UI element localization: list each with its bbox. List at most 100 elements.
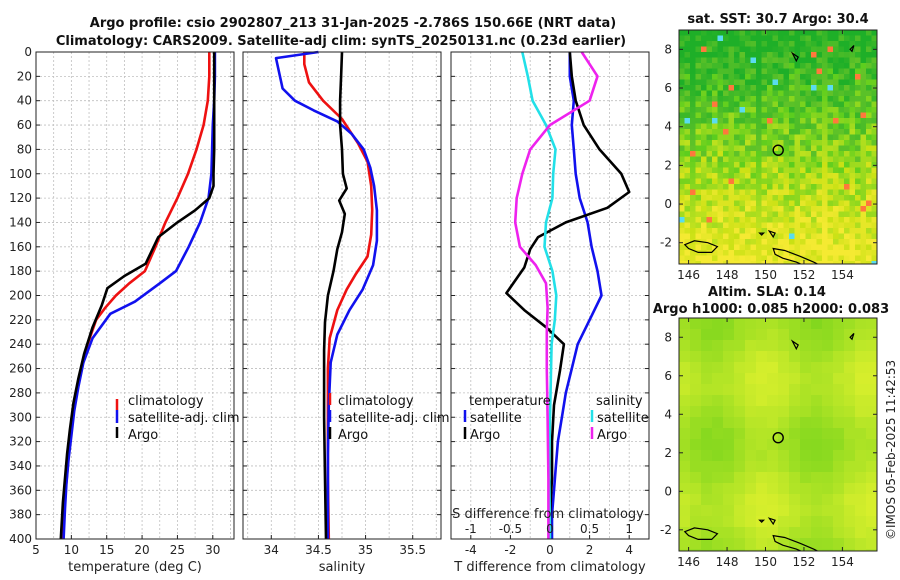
heatmap-cell [717,239,724,246]
heatmap-cell [717,195,724,202]
heatmap-cell [723,63,730,70]
heatmap-cell [778,57,785,64]
heatmap-cell [756,527,768,539]
heatmap-cell [822,195,829,202]
heatmap-cell [756,351,768,363]
heatmap-cell [767,255,774,262]
heatmap-cell [794,195,801,202]
heatmap-cell [844,373,856,385]
heatmap-cell [871,129,877,136]
heatmap-cell [772,118,779,125]
heatmap-cell [728,118,735,125]
heatmap-cell [827,145,834,152]
heatmap-cell [756,184,763,191]
heatmap-cell [690,178,697,185]
lat-tick-label: 2 [664,158,672,172]
heatmap-cell [695,85,702,92]
heatmap-cell [723,118,730,125]
heatmap-cell [761,250,768,257]
heatmap-cell [783,57,790,64]
heatmap-cell [723,417,735,429]
heatmap-cell [717,30,724,37]
heatmap-cell [734,68,741,75]
heatmap-cell [794,57,801,64]
heatmap-cell [811,107,818,114]
heatmap-cell [723,439,735,451]
heatmap-cell [750,206,757,213]
heatmap-cell [750,189,757,196]
heatmap-cell [761,85,768,92]
heatmap-cell [739,52,746,59]
heatmap-cell [728,30,735,37]
heatmap-cell [833,373,845,385]
island-outline [772,247,819,264]
heatmap-cell [827,96,834,103]
heatmap-cell [805,79,812,86]
heatmap-cell [860,63,867,70]
heatmap-cell [827,57,834,64]
heatmap-cell [816,112,823,119]
heatmap-cell [811,439,823,451]
heatmap-cell [684,200,691,207]
heatmap-cell [778,189,785,196]
heatmap-cell [739,156,746,163]
heatmap-cell [734,362,746,374]
depth-tick-label: 180 [9,264,32,278]
depth-tick-label: 300 [9,410,32,424]
heatmap-cell [816,156,823,163]
heatmap-cell [761,129,768,136]
heatmap-cell [860,57,867,64]
heatmap-cell [756,233,763,240]
heatmap-cell [690,250,697,257]
heatmap-cell [772,107,779,114]
island-outline [790,339,799,351]
heatmap-cell [783,250,790,257]
difference-lines [505,51,631,540]
heatmap-cell [745,239,752,246]
heatmap-cell [849,123,856,130]
heatmap-cell [833,261,840,264]
heatmap-cell [734,112,741,119]
heatmap-cell [712,395,724,407]
heatmap-cell [706,63,713,70]
heatmap-cell [849,57,856,64]
heatmap-cell [849,173,856,180]
heatmap-cell [761,162,768,169]
heatmap-cell [756,222,763,229]
heatmap-cell [695,140,702,147]
temperature-x-ticks: 5 10 15 20 25 30 [32,543,220,557]
heatmap-cell [756,68,763,75]
heatmap-cell [684,46,691,53]
heatmap-cell [679,112,686,119]
heatmap-cell [811,46,818,53]
heatmap-cell [800,123,807,130]
heatmap-cell [745,90,752,97]
heatmap-cell [833,244,840,251]
heatmap-cell [849,228,856,235]
heatmap-cell [855,85,862,92]
salinity-panel: 34 34.5 35 35.5 salinity climatology satell… [242,50,450,575]
heatmap-cell [750,41,757,48]
lat-tick-label: 2 [664,446,672,460]
heatmap-cell [838,123,845,130]
heatmap-cell [767,340,779,352]
heatmap-cell [838,129,845,136]
heatmap-cell [855,41,862,48]
heatmap-cell [855,472,867,484]
heatmap-cell [767,527,779,539]
heatmap-cell [838,261,845,264]
heatmap-cell [750,156,757,163]
heatmap-cell [701,318,713,330]
heatmap-cell [756,261,763,264]
heatmap-cell [822,46,829,53]
heatmap-cell [739,30,746,37]
heatmap-cell [800,384,812,396]
sla-coastline [683,332,855,551]
heatmap-cell [811,351,823,363]
heatmap-cell [822,206,829,213]
heatmap-cell [772,96,779,103]
heatmap-cell [811,35,818,42]
heatmap-cell [833,233,840,240]
heatmap-cell [712,527,724,539]
heatmap-cell [767,112,774,119]
